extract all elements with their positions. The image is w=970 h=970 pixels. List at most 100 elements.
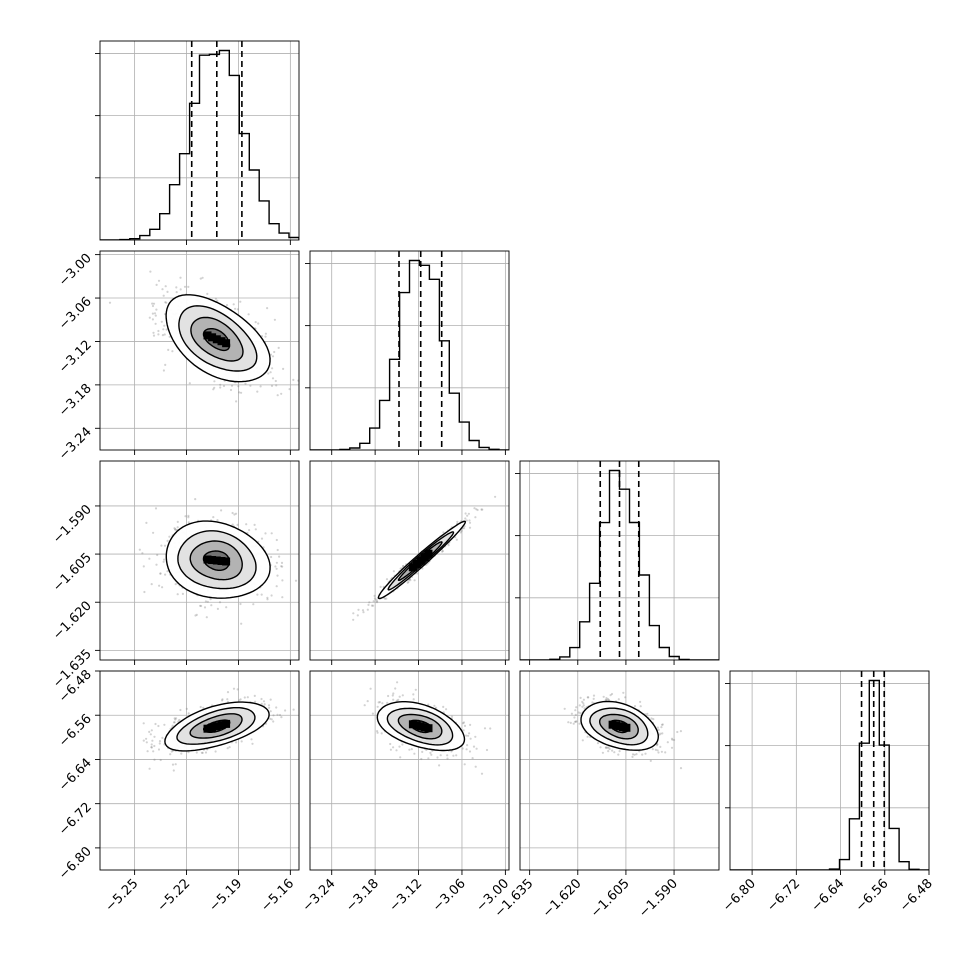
- scatter-point: [414, 688, 417, 691]
- scatter-point: [160, 320, 163, 323]
- scatter-point: [138, 548, 141, 551]
- scatter-point: [166, 290, 169, 293]
- scatter-point: [361, 609, 365, 612]
- scatter-point: [635, 753, 638, 756]
- scatter-point: [180, 752, 183, 755]
- scatter-point: [204, 751, 208, 754]
- scatter-point: [226, 747, 229, 750]
- scatter-point: [232, 687, 236, 690]
- scatter-point: [464, 517, 467, 520]
- scatter-point: [152, 302, 156, 305]
- scatter-point: [151, 318, 154, 321]
- scatter-point: [164, 285, 167, 288]
- scatter-point: [246, 696, 249, 699]
- scatter-point: [179, 708, 182, 712]
- scatter-point: [150, 729, 153, 732]
- scatter-point: [154, 507, 158, 510]
- scatter-point: [375, 598, 378, 601]
- scatter-point: [201, 751, 204, 755]
- scatter-point: [467, 734, 470, 737]
- scatter-point: [238, 391, 241, 394]
- scatter-point: [609, 694, 612, 697]
- scatter-point: [179, 288, 182, 291]
- y-tick-label: −6.72: [56, 800, 95, 839]
- scatter-point: [280, 716, 283, 719]
- scatter-point: [468, 526, 472, 529]
- y-tick-label: −3.24: [56, 425, 95, 464]
- scatter-point: [391, 694, 394, 697]
- y-tick-label: −3.12: [56, 338, 95, 377]
- scatter-point: [226, 691, 230, 694]
- scatter-point: [236, 523, 239, 527]
- scatter-point: [152, 334, 156, 337]
- scatter-point: [238, 699, 241, 702]
- scatter-point: [466, 744, 469, 747]
- density-peak-cell: [203, 724, 212, 733]
- scatter-point: [463, 724, 467, 728]
- scatter-point: [604, 746, 608, 749]
- contours: [165, 520, 271, 599]
- density-peak-cell: [212, 556, 221, 565]
- scatter-point: [288, 388, 291, 391]
- scatter-point: [234, 512, 238, 515]
- scatter-point: [212, 388, 215, 391]
- scatter-point: [153, 312, 157, 315]
- scatter-point: [413, 752, 416, 755]
- scatter-point: [660, 723, 664, 726]
- panel-2-0: −1.635−1.620−1.605−1.590: [50, 460, 300, 691]
- scatter-point: [591, 701, 594, 704]
- scatter-point: [176, 593, 179, 596]
- scatter-point: [176, 526, 179, 529]
- scatter-point: [278, 555, 281, 558]
- panel-1-1: [305, 250, 510, 455]
- scatter-point: [420, 757, 423, 761]
- x-tick-label: −6.64: [809, 876, 848, 915]
- scatter-point: [442, 531, 445, 534]
- scatter-point: [152, 331, 155, 334]
- scatter-point: [239, 300, 242, 303]
- x-tick-label: −6.80: [720, 876, 759, 915]
- scatter-point: [427, 757, 430, 760]
- scatter-point: [231, 523, 234, 526]
- scatter-point: [483, 727, 487, 730]
- scatter-point: [187, 514, 190, 518]
- contour-line: [176, 707, 256, 745]
- scatter-point: [267, 372, 270, 375]
- scatter-point: [473, 507, 476, 510]
- x-tick-label: −3.18: [343, 876, 382, 915]
- scatter-point: [269, 698, 272, 701]
- scatter-point: [446, 754, 449, 757]
- scatter-point: [281, 596, 284, 599]
- scatter-point: [199, 277, 202, 280]
- scatter-point: [221, 699, 224, 702]
- scatter-point: [271, 377, 275, 380]
- scatter-point: [656, 743, 659, 746]
- scatter-point: [163, 544, 167, 547]
- scatter-point: [575, 706, 578, 709]
- scatter-point: [608, 747, 611, 751]
- scatter-point: [463, 763, 466, 766]
- scatter-point: [216, 519, 219, 522]
- scatter-point: [452, 754, 455, 757]
- scatter-point: [395, 749, 398, 752]
- scatter-point: [199, 705, 202, 709]
- scatter-point: [158, 742, 161, 745]
- histogram-step-line: [310, 259, 509, 450]
- scatter-point: [605, 698, 608, 701]
- scatter-point: [178, 718, 181, 722]
- scatter-point: [162, 369, 165, 372]
- scatter-point: [410, 748, 413, 751]
- scatter-point: [465, 748, 468, 751]
- scatter-point: [575, 720, 578, 723]
- scatter-point: [399, 567, 402, 570]
- scatter-point: [398, 695, 401, 698]
- scatter-point: [235, 400, 238, 403]
- scatter-point: [292, 378, 295, 381]
- scatter-point: [170, 750, 173, 753]
- scatter-point: [617, 698, 620, 701]
- scatter-point: [141, 552, 144, 555]
- scatter-point: [194, 498, 197, 501]
- scatter-point: [468, 519, 471, 522]
- scatter-point: [633, 705, 637, 708]
- scatter-point: [292, 708, 295, 711]
